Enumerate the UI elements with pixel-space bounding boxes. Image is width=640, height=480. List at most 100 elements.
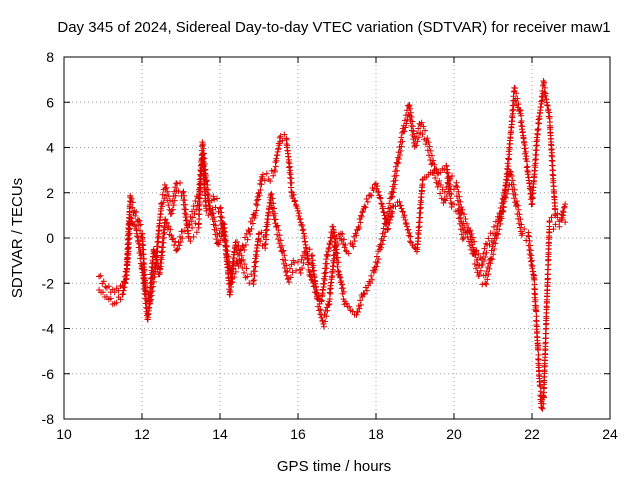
data-point-interp (100, 289, 106, 296)
data-point-interp (264, 221, 271, 228)
data-point-interp (406, 230, 413, 237)
data-point-interp (227, 287, 234, 294)
data-point-interp (283, 262, 290, 269)
data-point (285, 275, 292, 282)
data-point-interp (405, 102, 412, 109)
data-point-interp (444, 166, 451, 173)
data-point-interp (391, 181, 398, 188)
data-point-interp (413, 142, 420, 149)
data-point-interp (392, 177, 399, 184)
data-point-interp (431, 161, 438, 168)
data-point-interp (424, 135, 431, 142)
data-point-interp (536, 115, 543, 122)
data-point-interp (407, 109, 414, 116)
data-point-interp (183, 211, 190, 218)
data-point-interp (550, 167, 557, 174)
data-point-interp (211, 218, 218, 225)
data-point-interp (172, 192, 179, 199)
data-point-interp (473, 247, 480, 254)
data-point-interp (471, 261, 478, 268)
data-point-interp (490, 223, 497, 230)
data-point-interp (289, 269, 296, 276)
data-point-interp (482, 272, 489, 279)
data-point-interp (536, 373, 543, 380)
data-point-interp (528, 257, 535, 264)
data-point (378, 201, 385, 208)
data-point-interp (540, 389, 547, 396)
data-point-interp (528, 252, 535, 259)
data-point-interp (149, 264, 156, 271)
data-point-interp (522, 145, 529, 152)
data-point-interp (240, 256, 247, 263)
x-tick-label: 18 (368, 426, 384, 442)
data-point-interp (321, 280, 328, 287)
data-point-interp (180, 188, 187, 195)
data-point-interp (315, 303, 322, 310)
data-point-interp (554, 214, 561, 221)
data-point-interp (181, 192, 188, 199)
y-tick-label: -2 (42, 275, 55, 291)
x-tick-label: 20 (446, 426, 462, 442)
data-point-interp (335, 268, 342, 275)
data-point-interp (529, 263, 536, 270)
data-point-interp (250, 277, 257, 284)
data-point-interp (432, 166, 439, 173)
data-point-interp (504, 177, 511, 184)
data-point-interp (356, 305, 363, 312)
data-point-interp (507, 140, 514, 147)
data-point-interp (137, 221, 144, 228)
data-point-interp (301, 233, 308, 240)
data-point-interp (528, 258, 535, 265)
data-point-interp (202, 186, 209, 193)
data-point-interp (263, 236, 270, 243)
axis-ticks (63, 56, 611, 420)
data-point-interp (271, 168, 278, 175)
data-point-interp (398, 143, 405, 150)
data-point-interp (343, 247, 350, 254)
data-point-interp (186, 221, 193, 228)
data-point-interp (138, 252, 145, 259)
data-point-interp (128, 215, 135, 222)
data-point-interp (418, 199, 425, 206)
data-point-interp (539, 94, 546, 101)
data-point-interp (128, 195, 135, 202)
data-point-interp (379, 203, 386, 210)
data-point-interp (390, 189, 397, 196)
data-point-interp (550, 226, 557, 233)
data-point-interp (508, 173, 515, 180)
data-point-interp (181, 210, 188, 217)
data-point-interp (369, 276, 376, 283)
data-point-interp (223, 247, 230, 254)
data-point-interp (395, 159, 402, 166)
data-point-interp (486, 241, 493, 248)
data-point-interp (375, 255, 382, 262)
data-point-interp (148, 275, 155, 282)
data-point-interp (421, 136, 428, 143)
data-point-interp (158, 249, 165, 256)
data-point-interp (534, 131, 541, 138)
data-point-interp (267, 178, 274, 185)
data-point-interp (323, 313, 330, 320)
data-point-interp (321, 270, 328, 277)
data-point-interp (498, 213, 505, 220)
data-point-interp (517, 224, 523, 231)
data-point-interp (277, 237, 284, 244)
data-point-interp (167, 226, 174, 233)
data-point-interp (326, 295, 333, 302)
data-point-interp (506, 146, 513, 153)
data-point-interp (409, 118, 416, 125)
data-point-interp (107, 295, 114, 302)
data-point-interp (543, 325, 550, 332)
data-point-interp (387, 216, 394, 223)
data-point-interp (397, 147, 404, 154)
data-point-interp (397, 202, 404, 209)
data-point-interp (515, 206, 522, 213)
data-point-interp (519, 123, 526, 130)
y-tick-label: 4 (46, 140, 54, 156)
data-point (111, 289, 118, 296)
data-point-interp (271, 210, 278, 217)
data-point-interp (491, 246, 498, 253)
data-point-interp (176, 242, 183, 249)
data-point-interp (191, 210, 198, 217)
data-point-interp (320, 287, 327, 294)
